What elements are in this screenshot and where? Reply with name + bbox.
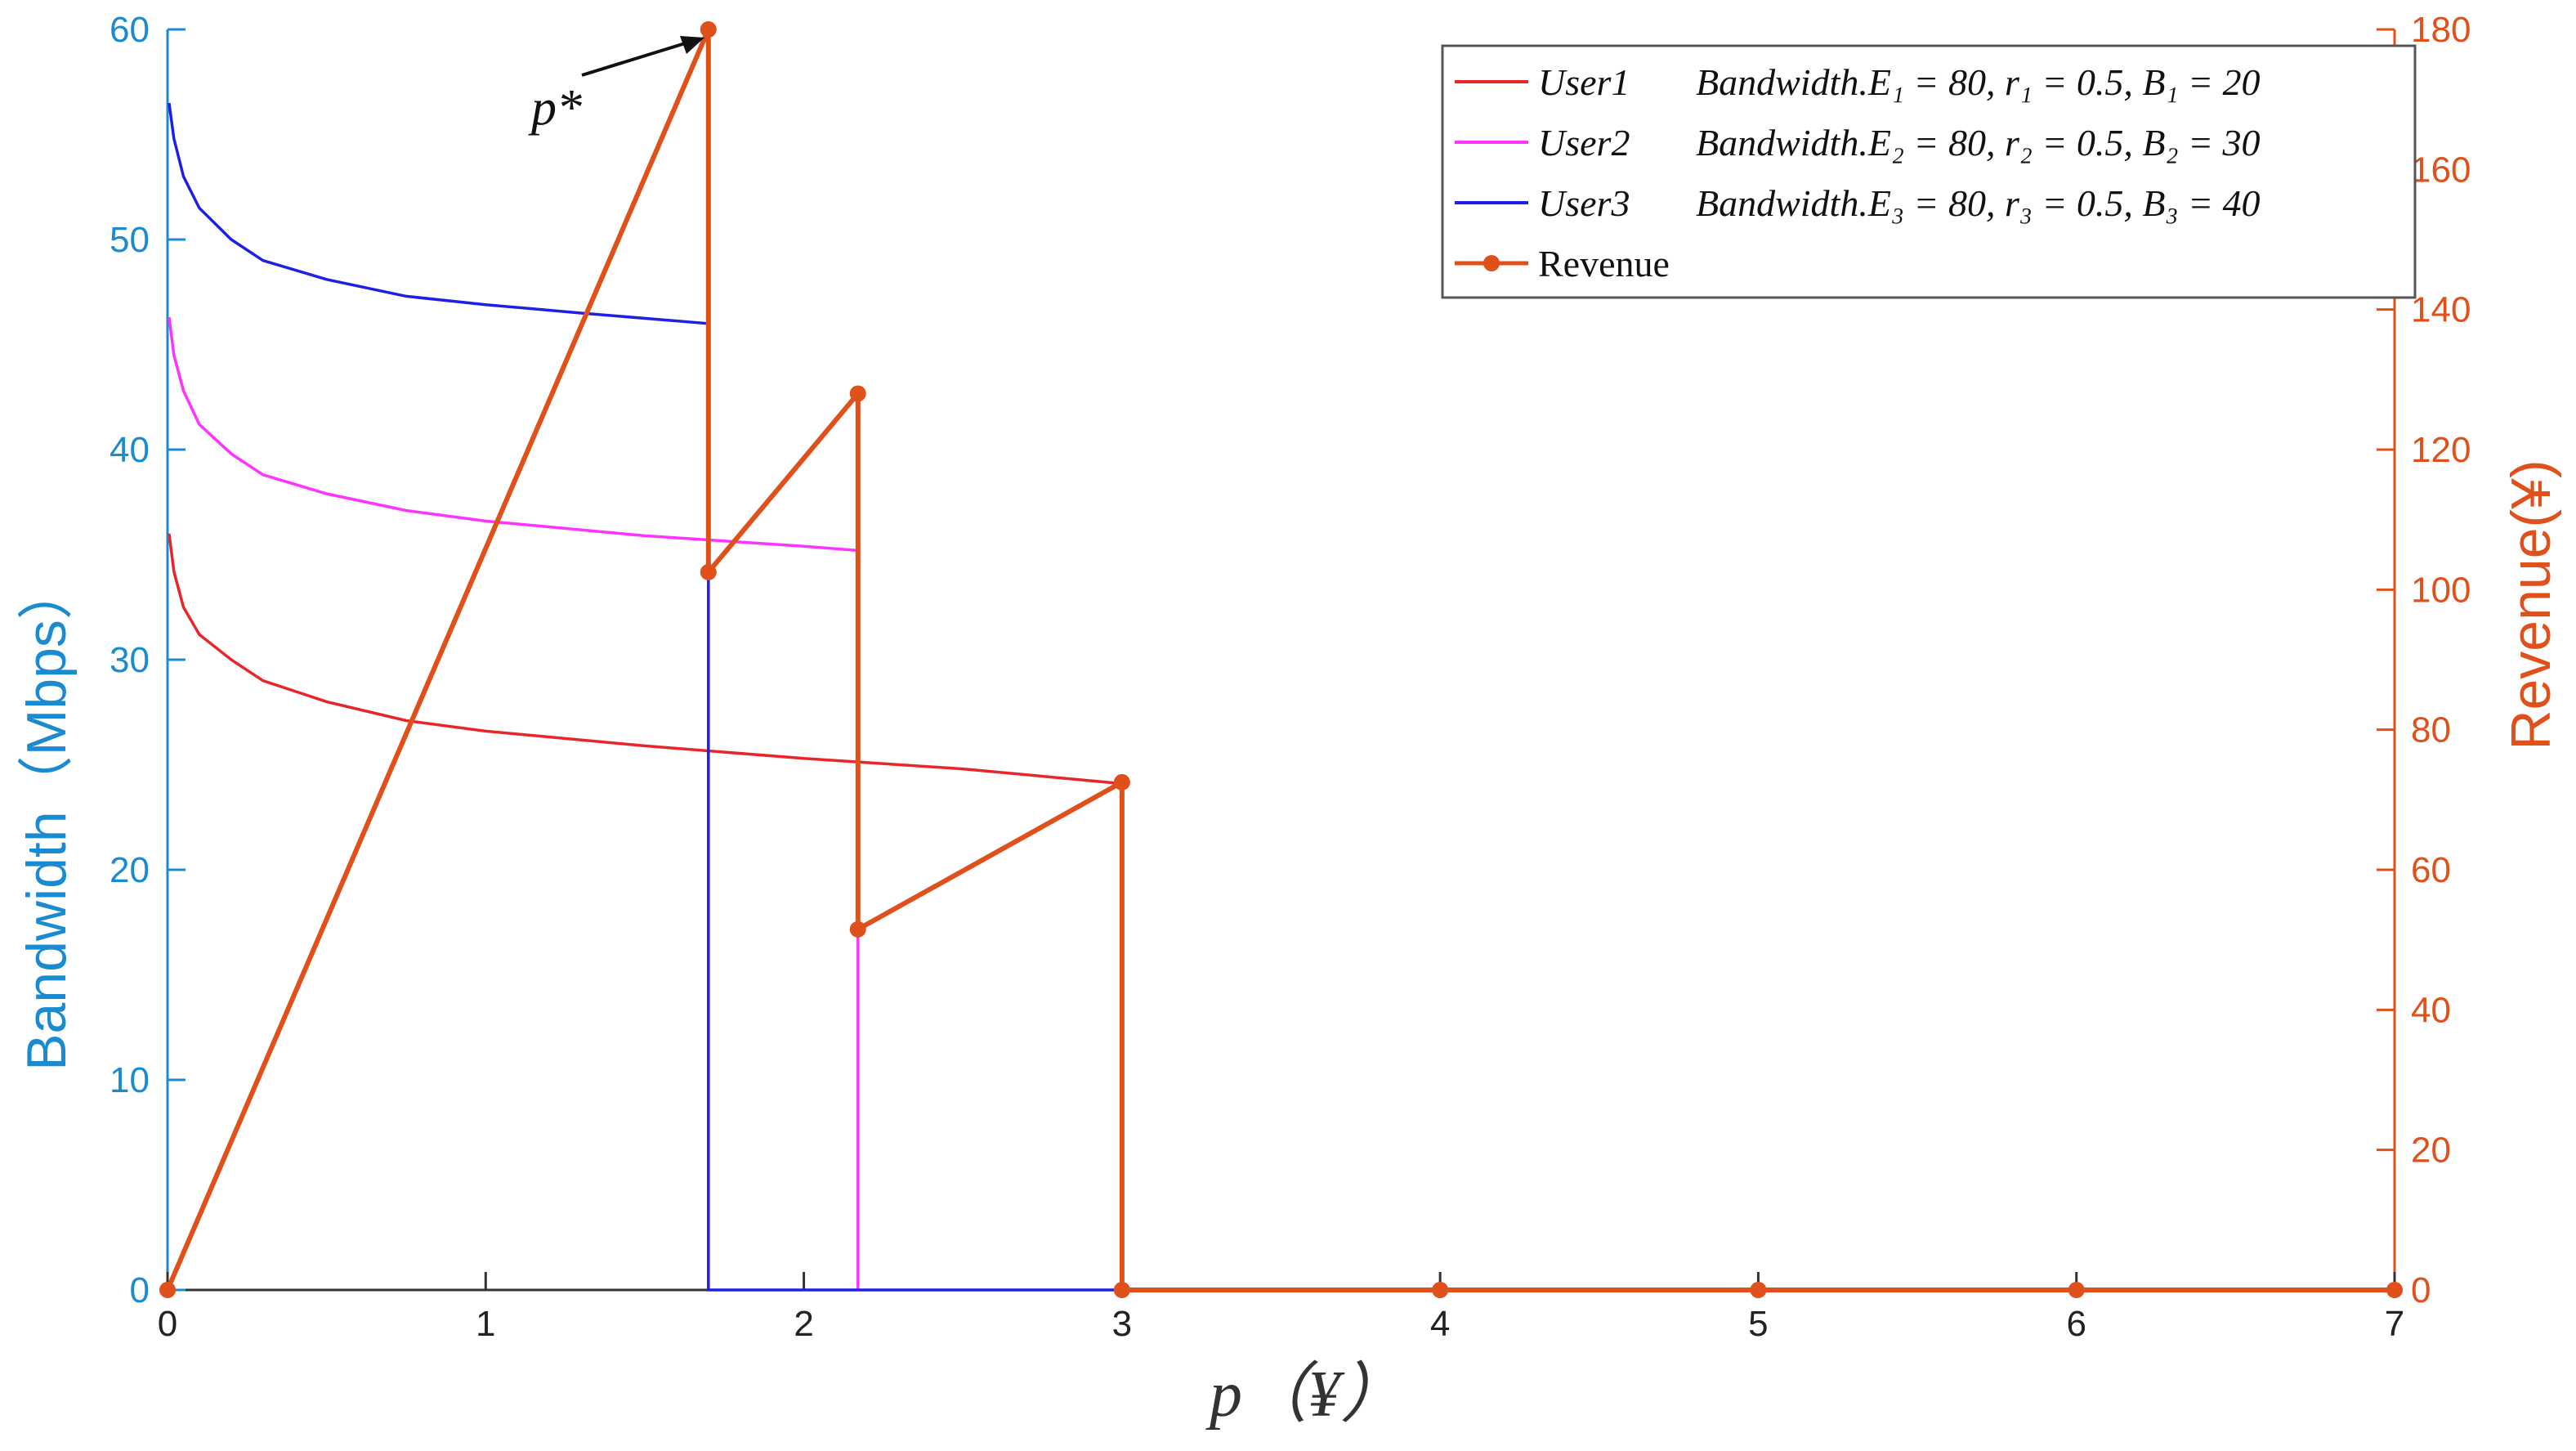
x-tick-label: 6 [2066, 1304, 2086, 1344]
revenue-point [849, 385, 866, 402]
y-left-tick-label: 20 [110, 850, 150, 890]
y-right-tick-label: 180 [2411, 10, 2471, 50]
revenue-point [700, 21, 717, 38]
y-right-tick-label: 80 [2411, 710, 2451, 750]
x-tick-label: 1 [476, 1304, 495, 1344]
y-right-tick-label: 160 [2411, 150, 2471, 190]
revenue-markers [159, 21, 2403, 1298]
x-axis-label: p（¥） [1205, 1359, 1406, 1431]
revenue-point [1113, 773, 1130, 790]
annotation-arrowhead [680, 36, 704, 54]
x-tick-label: 4 [1430, 1304, 1450, 1344]
peak-annotation: p* [528, 36, 704, 136]
y-left-tick-label: 50 [110, 220, 150, 260]
revenue-point [159, 1282, 176, 1298]
x-tick-label: 3 [1112, 1304, 1132, 1344]
legend-user1-name: User1 [1538, 61, 1630, 103]
legend-user2-name: User2 [1538, 122, 1630, 163]
y-right-tick-label: 0 [2411, 1270, 2431, 1310]
x-tick-label: 2 [794, 1304, 813, 1344]
annotation-label: p* [528, 80, 582, 136]
y-right-tick-label: 60 [2411, 850, 2451, 890]
revenue-point [849, 920, 866, 938]
y-left-tick-label: 40 [110, 430, 150, 470]
y-left-tick-label: 0 [130, 1270, 150, 1310]
y-left-tick-label: 30 [110, 640, 150, 680]
series-user2-line [168, 316, 860, 1290]
legend-user1-text: Bandwidth.E₁ = 80, r₁ = 0.5, B₁ = 20 [1696, 61, 2261, 103]
y-left-tick-label: 60 [110, 10, 150, 50]
revenue-point [1432, 1282, 1449, 1298]
revenue-point [2068, 1282, 2085, 1298]
axes: 0 1 2 3 4 5 6 701020304050600204060801001201401… [110, 10, 2471, 1344]
y-right-tick-label: 40 [2411, 990, 2451, 1030]
x-tick-label: 5 [1748, 1304, 1768, 1344]
revenue-point [700, 563, 717, 580]
y-right-tick-label: 100 [2411, 570, 2471, 610]
revenue-point [1750, 1282, 1767, 1298]
y-axis-right-label: Revenue(¥) [2500, 459, 2562, 750]
legend-user2-text: Bandwidth.E₂ = 80, r₂ = 0.5, B₂ = 30 [1696, 122, 2261, 163]
legend-swatch-revenue-marker [1483, 255, 1500, 271]
legend-box [1441, 44, 2417, 299]
legend-user3-name: User3 [1538, 182, 1630, 224]
x-tick-label: 7 [2385, 1304, 2404, 1344]
annotation-arrow [581, 39, 694, 77]
x-tick-label: 0 [158, 1304, 177, 1344]
y-left-tick-label: 10 [110, 1060, 150, 1100]
y-axis-left-label: Bandwidth（Mbps） [16, 564, 78, 1071]
legend-revenue-name: Revenue [1538, 243, 1670, 284]
y-right-tick-label: 120 [2411, 430, 2471, 470]
legend-user3-text: Bandwidth.E₃ = 80, r₃ = 0.5, B₃ = 40 [1696, 182, 2261, 224]
revenue-point [1113, 1282, 1130, 1298]
revenue-point [2386, 1282, 2403, 1298]
series-user1-line [168, 533, 1124, 1290]
y-right-tick-label: 20 [2411, 1131, 2451, 1171]
y-right-tick-label: 140 [2411, 290, 2471, 330]
legend: User1 Bandwidth.E₁ = 80, r₁ = 0.5, B₁ = … [1441, 44, 2417, 299]
